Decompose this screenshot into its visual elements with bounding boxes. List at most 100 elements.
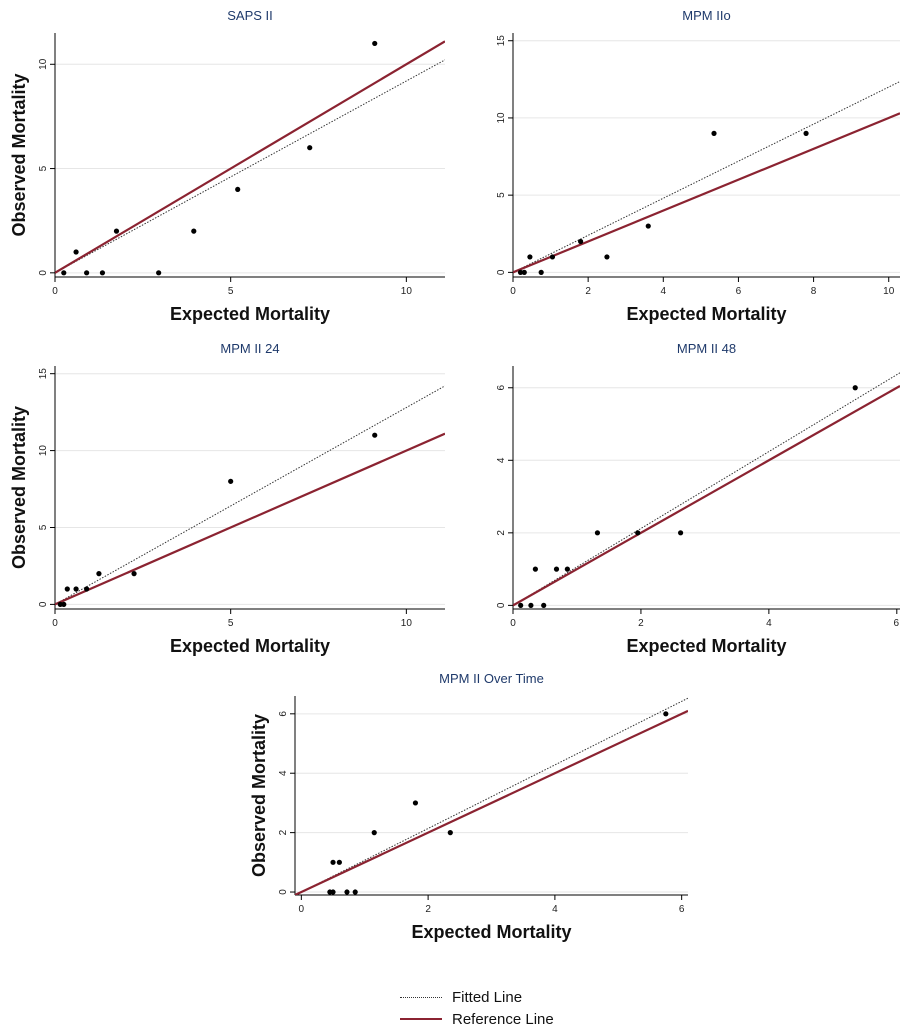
fitted-line (295, 697, 688, 895)
chart-title: MPM II 24 (220, 341, 279, 356)
y-tick-label: 0 (496, 602, 507, 608)
x-tick-label: 5 (228, 618, 234, 629)
legend-item-reference: Reference Line (400, 1008, 620, 1030)
legend-item-fitted: Fitted Line (400, 986, 620, 1008)
chart-lines (513, 81, 900, 274)
fitted-line-swatch (400, 992, 442, 1002)
chart-title: SAPS II (227, 8, 273, 23)
y-tick-label: 5 (38, 165, 49, 171)
data-point (594, 530, 601, 536)
fitted-line (513, 372, 900, 606)
data-point (803, 130, 809, 136)
data-point (330, 859, 336, 865)
legend: Fitted Line Reference Line (400, 986, 620, 1030)
x-tick-label: 6 (679, 904, 685, 915)
chart-lines (513, 372, 900, 607)
data-point (663, 711, 669, 717)
x-tick-label: 0 (52, 286, 58, 297)
reference-line (55, 432, 445, 606)
y-tick-label: 5 (38, 524, 49, 530)
y-tick-label: 2 (278, 829, 289, 835)
data-point (677, 530, 684, 536)
data-point (131, 571, 137, 577)
y-tick-label: 4 (278, 770, 289, 776)
data-point (527, 254, 533, 260)
x-tick-label: 2 (638, 618, 644, 629)
x-tick-label: 0 (510, 286, 516, 297)
data-point (541, 602, 547, 608)
y-tick-label: 6 (278, 711, 289, 717)
data-point (564, 566, 570, 572)
chart-lines (55, 40, 445, 274)
data-point (336, 859, 342, 865)
data-point (578, 238, 584, 245)
data-point (235, 186, 241, 193)
data-point (528, 602, 534, 608)
x-tick-label: 4 (552, 904, 558, 915)
reference-line-swatch (400, 1014, 442, 1024)
data-point (73, 249, 79, 255)
x-axis-label: Expected Mortality (626, 636, 786, 656)
y-tick-label: 2 (496, 530, 507, 536)
x-tick-label: 2 (425, 904, 431, 915)
y-tick-label: 10 (496, 112, 507, 124)
y-tick-label: 5 (496, 192, 507, 198)
x-axis-label: Expected Mortality (170, 636, 330, 656)
x-tick-label: 8 (811, 286, 817, 297)
x-axis-label: Expected Mortality (170, 304, 330, 324)
reference-line (55, 40, 445, 274)
data-point (156, 270, 162, 276)
reference-line (295, 709, 688, 895)
x-tick-label: 0 (299, 904, 305, 915)
data-point (604, 254, 610, 260)
data-point (228, 478, 234, 484)
data-point (352, 889, 358, 895)
x-tick-label: 5 (228, 286, 234, 297)
x-axis-label: Expected Mortality (411, 922, 571, 942)
x-tick-label: 2 (585, 286, 591, 297)
data-point (372, 432, 378, 438)
fitted-line (513, 81, 900, 273)
chart-2: MPM IIo 0 5 10 15 0 2 4 6 8 10 Expected Mortality (496, 8, 900, 324)
chart-title: MPM II Over Time (439, 671, 544, 686)
reference-line (513, 112, 900, 274)
y-tick-label: 0 (38, 270, 49, 276)
reference-line (513, 384, 900, 607)
data-point (330, 889, 336, 895)
x-tick-label: 4 (766, 618, 772, 629)
chart-4: MPM II 48 0 2 4 6 0 2 4 6 Expected Mortality (496, 341, 900, 656)
data-point (532, 566, 538, 572)
data-point (61, 601, 67, 607)
y-tick-label: 0 (38, 601, 49, 607)
data-point (307, 145, 313, 151)
data-point (113, 228, 120, 234)
chart-3: MPM II 24 0 5 10 15 0 5 10 Expected Mortality Obs… (9, 341, 445, 656)
chart-5: MPM II Over Time 0 2 4 6 0 2 4 6 Expected Mortali… (249, 671, 688, 942)
data-point (191, 228, 197, 234)
y-tick-label: 10 (38, 58, 49, 70)
y-axis-label: Observed Mortality (249, 714, 269, 877)
data-point (84, 586, 90, 592)
data-point (61, 270, 67, 276)
data-point (96, 571, 102, 577)
x-tick-label: 6 (893, 618, 899, 629)
data-point (553, 566, 560, 572)
data-point (99, 270, 106, 276)
data-point (371, 830, 377, 836)
x-tick-label: 0 (510, 618, 516, 629)
data-point (645, 223, 651, 229)
chart-1: SAPS II 0 5 10 0 5 10 Expected Mortality Observe… (9, 8, 445, 324)
x-tick-label: 4 (661, 286, 667, 297)
data-point (517, 269, 524, 275)
fitted-line (55, 59, 445, 274)
data-point (412, 800, 419, 806)
data-point (372, 40, 378, 47)
data-point (549, 254, 556, 260)
y-tick-label: 4 (496, 457, 507, 463)
x-tick-label: 6 (736, 286, 742, 297)
x-tick-label: 10 (401, 286, 413, 297)
y-axis-label: Observed Mortality (9, 406, 29, 569)
data-point (711, 130, 717, 136)
legend-label-reference: Reference Line (452, 1010, 554, 1028)
